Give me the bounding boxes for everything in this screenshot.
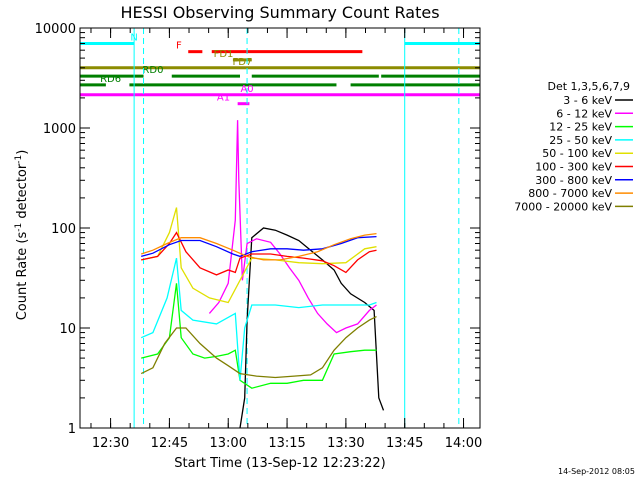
series-line-3 bbox=[140, 257, 377, 381]
legend-label-4: 50 - 100 keV bbox=[542, 147, 612, 160]
legend-label-2: 12 - 25 keV bbox=[549, 121, 612, 134]
y-axis-label-sup1: -1 bbox=[14, 223, 24, 232]
legend-label-7: 800 - 7000 keV bbox=[528, 187, 612, 200]
y-axis: 1 10 100 1000 10000 bbox=[35, 22, 480, 437]
legend-label-6: 300 - 800 keV bbox=[535, 174, 612, 187]
flag-label-f: F bbox=[176, 41, 182, 52]
timestamp: 14-Sep-2012 08:05 bbox=[558, 467, 635, 476]
x-tick-label-3: 13:15 bbox=[268, 436, 305, 451]
legend-label-0: 3 - 6 keV bbox=[563, 94, 612, 107]
x-tick-label-6: 14:00 bbox=[445, 436, 482, 451]
x-tick-label-0: 12:30 bbox=[92, 436, 129, 451]
series-lines bbox=[140, 120, 385, 429]
flag-bars: NFFD1FD7RD0RD6A0A1 bbox=[80, 32, 480, 106]
chart-title: HESSI Observing Summary Count Rates bbox=[120, 3, 439, 22]
flag-label-fd7: FD7 bbox=[232, 57, 252, 68]
plot-frame bbox=[79, 27, 481, 429]
y-axis-label: Count Rate (s-1 detector-1) bbox=[14, 150, 30, 321]
y-axis-label-mid: detector bbox=[15, 163, 30, 223]
y-tick-label-2: 100 bbox=[51, 222, 76, 237]
y-tick-label-0: 1 bbox=[68, 422, 76, 437]
y-axis-label-end: ) bbox=[15, 150, 30, 155]
legend-label-1: 6 - 12 keV bbox=[556, 107, 612, 120]
y-axis-label-sup2: -1 bbox=[14, 155, 24, 164]
flag-label-a1: A1 bbox=[217, 93, 230, 104]
series-line-4 bbox=[141, 207, 377, 304]
legend-label-8: 7000 - 20000 keV bbox=[514, 200, 612, 213]
series-line-1 bbox=[208, 120, 377, 334]
flag-label-fd1: FD1 bbox=[214, 49, 234, 60]
series-line-0 bbox=[239, 227, 385, 429]
legend-label-3: 25 - 50 keV bbox=[549, 134, 612, 147]
flag-label-rd0: RD0 bbox=[142, 65, 163, 76]
series-line-2 bbox=[141, 283, 377, 389]
attenuator-vlines bbox=[79, 28, 460, 428]
legend-title: Det 1,3,5,6,7,9 bbox=[547, 80, 630, 93]
y-tick-label-3: 1000 bbox=[43, 122, 76, 137]
legend-label-5: 100 - 300 keV bbox=[535, 161, 612, 174]
x-tick-label-5: 13:45 bbox=[386, 436, 423, 451]
y-axis-label-main: Count Rate (s bbox=[15, 232, 30, 321]
x-axis: 12:30 12:45 13:00 13:15 13:30 13:45 14:00 bbox=[90, 28, 482, 451]
x-tick-label-2: 13:00 bbox=[210, 436, 247, 451]
y-tick-label-4: 10000 bbox=[35, 22, 76, 37]
series-line-7 bbox=[140, 232, 377, 261]
x-tick-label-4: 13:30 bbox=[327, 436, 364, 451]
x-axis-label: Start Time (13-Sep-12 12:23:22) bbox=[174, 456, 385, 471]
flag-label-rd6: RD6 bbox=[100, 74, 121, 85]
series-line-8 bbox=[140, 316, 377, 379]
y-tick-label-1: 10 bbox=[59, 322, 76, 337]
x-tick-label-1: 12:45 bbox=[151, 436, 188, 451]
